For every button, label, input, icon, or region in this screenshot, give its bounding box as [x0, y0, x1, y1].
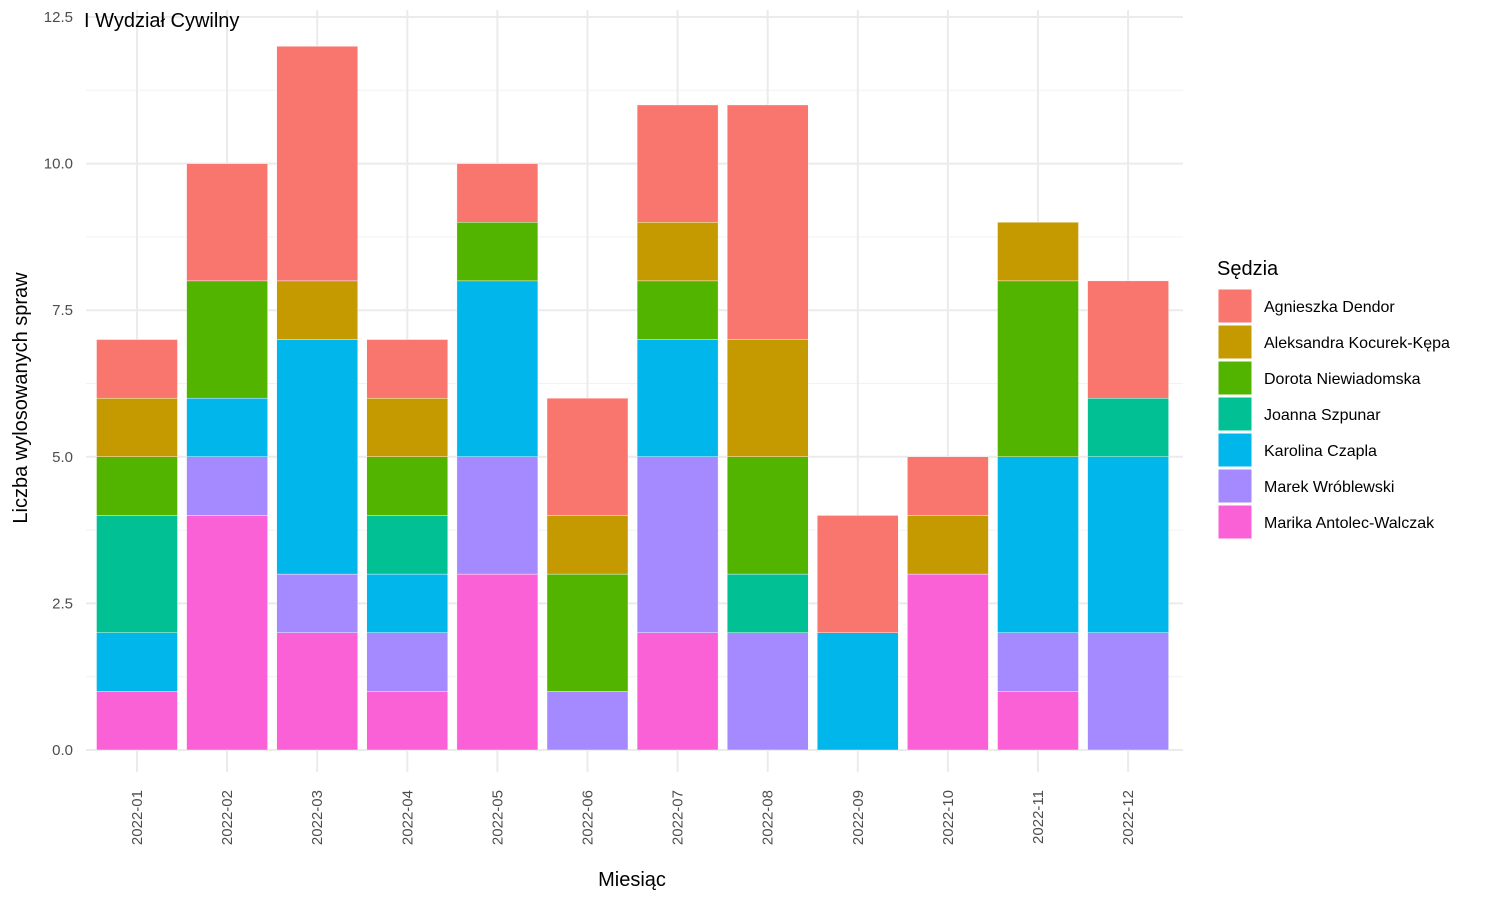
bar-segment	[96, 632, 178, 692]
bar-segment	[546, 573, 629, 692]
bar-segment	[546, 691, 629, 751]
bar-segment	[456, 163, 539, 223]
bar-segment	[366, 456, 448, 516]
bar-segment	[727, 104, 809, 340]
bar-segment	[186, 515, 268, 751]
x-tick-label: 2022-06	[580, 790, 597, 845]
x-tick-label: 2022-01	[129, 790, 146, 845]
x-tick-label: 2022-11	[1030, 790, 1047, 844]
bar-segment	[1087, 280, 1169, 399]
bar-segment	[727, 573, 809, 633]
x-tick-label: 2022-09	[850, 790, 867, 845]
bar-segment	[636, 456, 719, 633]
x-tick-label: 2022-12	[1120, 790, 1137, 845]
bar-segment	[96, 456, 178, 516]
bar-segment	[366, 339, 448, 399]
bar-segment	[366, 397, 448, 458]
bar-segment	[546, 515, 629, 575]
bar-segment	[727, 632, 809, 751]
x-tick-label: 2022-08	[760, 790, 777, 845]
bar-segment	[456, 456, 539, 575]
bar-segment	[907, 456, 989, 516]
legend-key	[1217, 468, 1253, 504]
bar-segment	[96, 515, 178, 633]
bar-segment	[1087, 397, 1169, 458]
y-tick-label: 0.0	[52, 742, 73, 759]
bar-segment	[636, 632, 719, 751]
legend-key	[1217, 360, 1253, 396]
y-tick-label: 5.0	[52, 449, 73, 466]
y-axis-title: Liczba wylosowanych spraw	[10, 272, 32, 524]
x-tick-label: 2022-07	[670, 790, 687, 845]
x-tick-label: 2022-03	[309, 790, 326, 845]
bar-segment	[276, 632, 358, 751]
bar-segment	[186, 163, 268, 282]
bar-segment	[546, 397, 629, 516]
legend-label: Agnieszka Dendor	[1264, 299, 1395, 316]
legend-key	[1217, 288, 1253, 324]
bar-segment	[186, 280, 268, 399]
bar-segment	[907, 573, 989, 751]
bar-segment	[817, 632, 899, 751]
bar-segment	[276, 46, 358, 282]
bars	[96, 46, 1169, 751]
bar-segment	[636, 104, 719, 223]
bar-segment	[997, 691, 1079, 751]
bar-segment	[636, 339, 719, 457]
legend: Sędzia Agnieszka Dendor Aleksandra Kocure…	[1217, 258, 1450, 540]
bar-segment	[276, 280, 358, 340]
y-tick-label: 2.5	[52, 595, 73, 612]
y-tick-label: 7.5	[52, 302, 73, 319]
bar-segment	[366, 691, 448, 751]
bar-segment	[997, 456, 1079, 633]
bar-segment	[276, 339, 358, 575]
legend-label: Aleksandra Kocurek-Kępa	[1264, 335, 1450, 352]
legend-key	[1217, 324, 1253, 360]
bar-segment	[1087, 456, 1169, 633]
bar-segment	[96, 339, 178, 399]
x-axis-title: Miesiąc	[598, 869, 666, 891]
legend-key	[1217, 504, 1253, 540]
bar-segment	[636, 222, 719, 282]
legend-title: Sędzia	[1217, 258, 1279, 280]
legend-key	[1217, 432, 1253, 468]
y-tick-label: 12.5	[44, 9, 73, 26]
x-axis-ticks: 2022-01 2022-02 2022-03 2022-04 2022-05 2022-…	[129, 790, 1137, 845]
bar-segment	[96, 397, 178, 458]
bar-segment	[276, 573, 358, 633]
bar-segment	[366, 573, 448, 633]
bar-segment	[997, 222, 1079, 282]
bar-segment	[997, 632, 1079, 692]
bar-segment	[727, 456, 809, 575]
bar-segment	[186, 456, 268, 516]
x-tick-label: 2022-10	[940, 790, 957, 845]
x-tick-label: 2022-05	[489, 790, 506, 845]
legend-label: Dorota Niewiadomska	[1264, 371, 1421, 388]
legend-label: Joanna Szpunar	[1264, 407, 1381, 424]
legend-key	[1217, 396, 1253, 432]
bar-segment	[636, 280, 719, 340]
bar-segment	[96, 691, 178, 751]
bar-segment	[727, 339, 809, 457]
chart-title: I Wydział Cywilny	[84, 10, 239, 32]
x-tick-label: 2022-02	[219, 790, 236, 845]
bar-segment	[1087, 632, 1169, 751]
bar-segment	[997, 280, 1079, 458]
bar-segment	[186, 397, 268, 458]
bar-segment	[366, 515, 448, 575]
y-tick-label: 10.0	[44, 156, 73, 173]
legend-label: Marika Antolec-Walczak	[1264, 515, 1435, 532]
bar-segment	[817, 515, 899, 633]
legend-label: Karolina Czapla	[1264, 443, 1377, 460]
legend-label: Marek Wróblewski	[1264, 479, 1394, 496]
bar-segment	[366, 632, 448, 692]
bar-segment	[907, 515, 989, 575]
bar-segment	[456, 222, 539, 282]
x-tick-label: 2022-04	[399, 790, 416, 845]
bar-segment	[456, 573, 539, 751]
y-axis-ticks: 0.0 2.5 5.0 7.5 10.0 12.5	[44, 9, 73, 759]
bar-segment	[456, 280, 539, 458]
